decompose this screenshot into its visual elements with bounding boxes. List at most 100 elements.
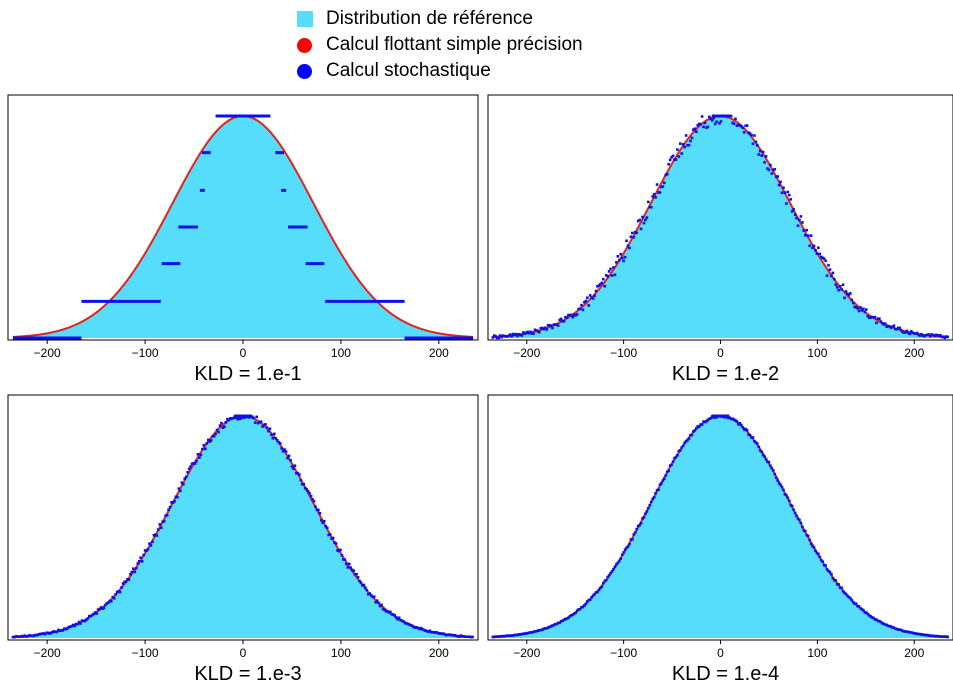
- stochastic-point: [905, 630, 909, 634]
- stochastic-point: [236, 417, 239, 421]
- stochastic-point: [176, 495, 179, 499]
- stochastic-point: [92, 612, 95, 616]
- stochastic-point: [859, 306, 862, 309]
- stochastic-point: [802, 229, 806, 232]
- stochastic-point: [13, 635, 16, 639]
- stochastic-point: [841, 283, 845, 287]
- stochastic-point: [333, 541, 336, 544]
- stochastic-point: [654, 196, 657, 199]
- stochastic-point: [705, 126, 708, 130]
- stochastic-point: [803, 233, 807, 237]
- stochastic-point: [80, 619, 84, 622]
- stochastic-point: [748, 433, 752, 437]
- stochastic-point: [609, 267, 612, 271]
- stochastic-point: [283, 448, 286, 451]
- stochastic-point: [612, 266, 615, 269]
- stochastic-point: [901, 629, 904, 633]
- stochastic-point: [136, 562, 140, 565]
- stochastic-point: [130, 570, 134, 574]
- stochastic-point: [815, 551, 819, 555]
- stochastic-point: [311, 497, 314, 501]
- stochastic-point: [393, 614, 397, 617]
- stochastic-point: [498, 635, 502, 638]
- stochastic-point: [524, 331, 528, 335]
- x-tick-label: 100: [807, 346, 827, 360]
- stochastic-point: [359, 581, 363, 584]
- stochastic-point: [597, 284, 601, 287]
- stochastic-point: [452, 634, 455, 637]
- stochastic-point: [513, 333, 516, 337]
- reference-distribution-area: [12, 416, 474, 638]
- stochastic-point: [83, 619, 87, 623]
- stochastic-point: [636, 219, 640, 223]
- x-tick-label: −100: [132, 346, 159, 360]
- stochastic-point: [18, 635, 22, 638]
- stochastic-point: [642, 221, 646, 225]
- stochastic-point: [218, 424, 222, 427]
- stochastic-point: [719, 119, 723, 123]
- stochastic-point: [915, 632, 919, 636]
- panel-title: KLD = 1.e-2: [672, 363, 779, 385]
- stochastic-point: [575, 609, 579, 613]
- stochastic-point: [928, 334, 932, 338]
- stochastic-point: [584, 602, 588, 606]
- stochastic-point: [872, 616, 875, 620]
- stochastic-point: [763, 455, 766, 458]
- stochastic-point: [399, 618, 402, 622]
- stochastic-point: [318, 511, 322, 515]
- stochastic-point: [186, 471, 189, 474]
- stochastic-point: [863, 310, 867, 314]
- stochastic-point: [814, 549, 817, 553]
- stochastic-point: [786, 190, 790, 194]
- stochastic-point: [697, 122, 701, 126]
- stochastic-point: [277, 440, 281, 444]
- stochastic-point: [895, 627, 899, 631]
- x-tick-label: 200: [429, 346, 449, 360]
- stochastic-point: [465, 635, 469, 639]
- stochastic-point: [447, 633, 451, 636]
- stochastic-point: [943, 635, 947, 638]
- stochastic-point: [748, 132, 752, 135]
- stochastic-point: [433, 631, 436, 634]
- stochastic-point: [67, 625, 71, 629]
- stochastic-point: [155, 534, 159, 537]
- stochastic-point: [427, 630, 430, 634]
- stochastic-point: [500, 335, 503, 339]
- stochastic-point: [625, 546, 628, 550]
- stochastic-point: [878, 317, 881, 320]
- stochastic-point: [224, 421, 228, 424]
- stochastic-point: [412, 625, 416, 629]
- stochastic-point: [559, 620, 563, 623]
- stochastic-point: [702, 125, 705, 129]
- stochastic-point: [583, 300, 586, 304]
- stochastic-point: [152, 533, 156, 537]
- stochastic-point: [915, 331, 919, 335]
- stochastic-point: [631, 231, 634, 235]
- stochastic-point: [73, 624, 76, 628]
- stochastic-point: [253, 421, 257, 424]
- stochastic-point: [179, 489, 182, 493]
- stochastic-point: [500, 635, 503, 638]
- stochastic-point: [82, 619, 85, 623]
- stochastic-point: [259, 420, 263, 424]
- stochastic-point: [892, 626, 896, 629]
- stochastic-point: [779, 483, 782, 487]
- stochastic-point: [305, 488, 308, 491]
- stochastic-point: [740, 423, 743, 427]
- stochastic-point: [825, 568, 829, 571]
- stochastic-point: [431, 630, 435, 634]
- stochastic-point: [911, 631, 915, 635]
- stochastic-point: [20, 634, 24, 638]
- stochastic-point: [834, 283, 838, 286]
- stochastic-point: [926, 633, 929, 637]
- stochastic-point: [237, 417, 241, 421]
- stochastic-point: [924, 333, 928, 337]
- stochastic-point: [54, 630, 57, 634]
- stochastic-point: [918, 334, 922, 337]
- stochastic-point: [896, 628, 900, 631]
- stochastic-point: [742, 131, 746, 134]
- stochastic-point: [840, 288, 843, 291]
- stochastic-point: [206, 438, 210, 442]
- stochastic-point: [610, 274, 614, 277]
- stochastic-point: [696, 425, 700, 428]
